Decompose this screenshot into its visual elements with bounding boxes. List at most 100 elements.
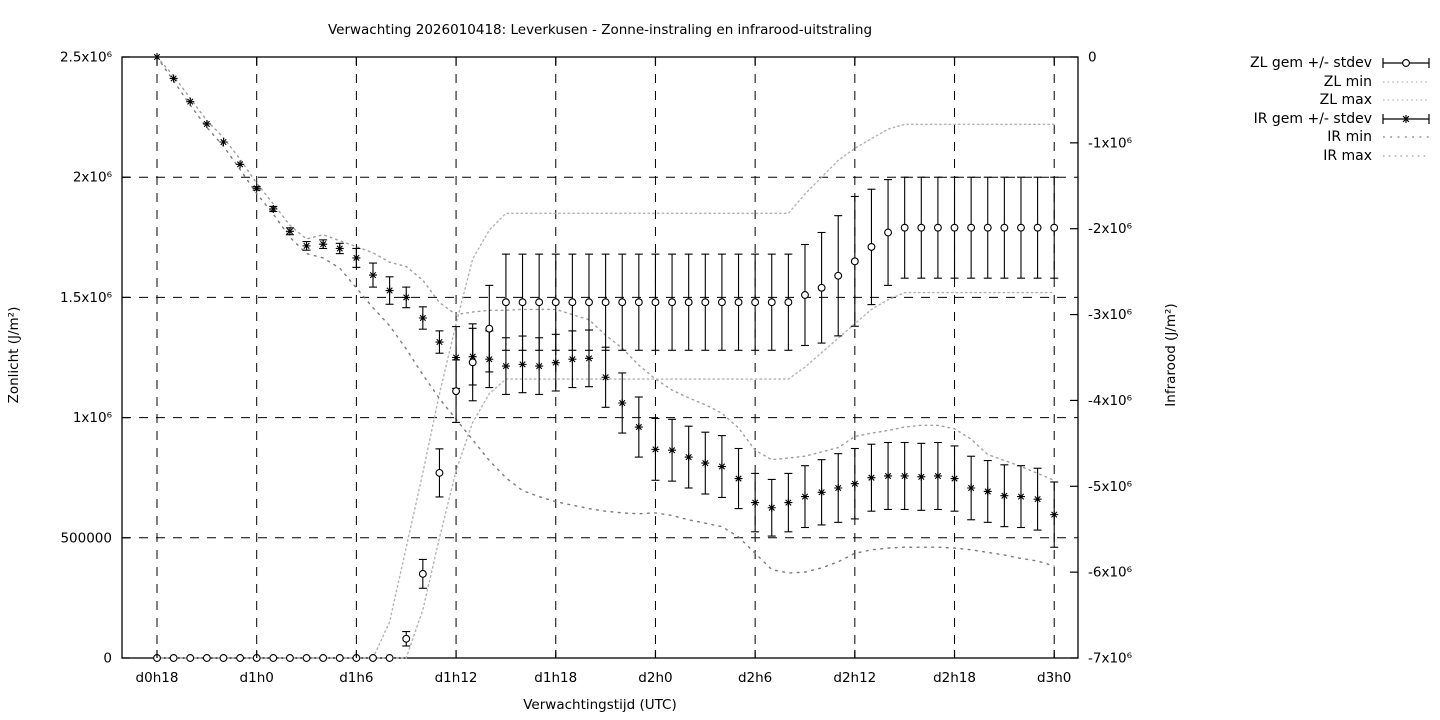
legend-label: IR max <box>1323 147 1372 164</box>
star-marker <box>900 471 909 480</box>
star-marker <box>402 293 411 302</box>
star-marker <box>767 503 776 512</box>
circle-marker <box>884 228 893 237</box>
y-right-tick-label: -2x10⁶ <box>1088 221 1132 237</box>
star-marker <box>252 184 261 193</box>
star-marker <box>884 471 893 480</box>
legend-sample-dots-fine <box>1383 81 1429 83</box>
legend: ZL gem +/- stdev ZL min ZL max IR gem +/- s… <box>1250 54 1432 165</box>
y-right-tick-label: -1x10⁶ <box>1088 135 1132 151</box>
x-tick-label: d3h0 <box>1037 670 1071 686</box>
legend-item-ir-min: IR min <box>1250 128 1432 147</box>
legend-sample-dots-sparse <box>1383 136 1429 138</box>
circle-marker <box>767 298 776 307</box>
circle-marker <box>435 468 444 477</box>
x-tick-label: d2h6 <box>738 670 772 686</box>
star-marker <box>285 227 294 236</box>
series-zl-gem <box>153 176 1059 662</box>
y-right-tick-label: 0 <box>1088 50 1097 66</box>
envelope-ir-min <box>156 56 1055 574</box>
x-tick-label: d2h0 <box>638 670 672 686</box>
circle-marker <box>701 298 710 307</box>
circle-marker <box>801 291 809 299</box>
star-marker <box>800 492 809 501</box>
y-axis-label-right: Infrarood (J/m²) <box>1163 303 1179 407</box>
chart-title: Verwachting 2026010418: Leverkusen - Zon… <box>327 22 873 38</box>
x-tick-label: d1h12 <box>435 670 478 686</box>
y-right-tick-label: -7x10⁶ <box>1088 651 1132 667</box>
legend-label: ZL gem +/- stdev <box>1250 55 1372 72</box>
x-axis-label: Verwachtingstijd (UTC) <box>523 697 677 713</box>
legend-star-marker <box>1402 114 1410 123</box>
y-right-tick-label: -3x10⁶ <box>1088 307 1132 323</box>
circle-marker <box>202 654 211 662</box>
circle-marker <box>1017 223 1025 232</box>
circle-marker <box>452 387 461 396</box>
circle-marker <box>402 634 411 643</box>
star-marker <box>269 204 278 213</box>
star-marker <box>917 472 926 481</box>
star-marker <box>834 484 843 493</box>
legend-label: IR gem +/- stdev <box>1253 110 1372 127</box>
x-tick-label: d2h12 <box>833 670 876 686</box>
legend-sample-dots-med <box>1383 155 1429 157</box>
star-marker <box>634 423 643 432</box>
circle-marker <box>634 298 643 307</box>
circle-marker <box>236 654 245 662</box>
x-tick-label: d1h6 <box>339 670 373 686</box>
star-marker <box>202 119 211 128</box>
star-marker <box>219 137 228 146</box>
x-tick-label: d0h18 <box>136 670 179 686</box>
legend-label: IR min <box>1327 129 1372 146</box>
star-marker <box>950 474 959 483</box>
star-marker <box>983 487 992 496</box>
circle-marker <box>1033 223 1042 232</box>
circle-marker <box>219 654 228 662</box>
star-marker <box>302 241 311 250</box>
legend-item-zl-gem-stdev: ZL gem +/- stdev <box>1250 54 1432 73</box>
legend-circle-marker <box>1402 59 1410 68</box>
circle-marker <box>601 298 610 307</box>
star-marker <box>1033 495 1042 504</box>
legend-sample-errorbar-star <box>1382 113 1430 124</box>
circle-marker <box>751 298 760 307</box>
star-marker <box>385 286 394 295</box>
star-marker <box>319 240 328 249</box>
star-marker <box>618 399 627 408</box>
star-marker <box>518 360 527 369</box>
y-left-tick-label: 500000 <box>60 530 112 546</box>
star-marker <box>501 362 510 371</box>
star-marker <box>784 498 793 507</box>
star-marker <box>701 459 710 468</box>
circle-marker <box>817 283 826 292</box>
star-marker <box>967 484 976 493</box>
circle-marker <box>518 298 527 307</box>
star-marker <box>933 471 942 480</box>
star-marker <box>668 446 677 455</box>
y-left-tick-label: 1x10⁶ <box>73 410 112 426</box>
circle-marker <box>535 298 544 307</box>
circle-marker <box>850 257 859 266</box>
circle-marker <box>933 223 942 232</box>
x-tick-label: d1h0 <box>240 670 274 686</box>
circle-marker <box>335 654 344 662</box>
circle-marker <box>668 298 677 307</box>
circle-marker <box>1050 223 1059 232</box>
circle-marker <box>302 654 311 662</box>
circle-marker <box>684 298 693 307</box>
legend-item-zl-min: ZL min <box>1250 73 1432 92</box>
x-tick-label: d2h18 <box>933 670 976 686</box>
star-marker <box>568 355 577 364</box>
star-marker <box>1000 491 1009 500</box>
circle-marker <box>551 298 560 307</box>
circle-marker <box>834 271 843 280</box>
y-left-tick-label: 2x10⁶ <box>73 170 112 186</box>
series-ir-gem <box>153 53 1059 548</box>
star-marker <box>535 362 544 371</box>
star-marker <box>435 338 444 347</box>
circle-marker <box>1000 223 1009 232</box>
legend-label: ZL min <box>1323 73 1372 90</box>
star-marker <box>452 353 461 362</box>
star-marker <box>751 498 760 507</box>
